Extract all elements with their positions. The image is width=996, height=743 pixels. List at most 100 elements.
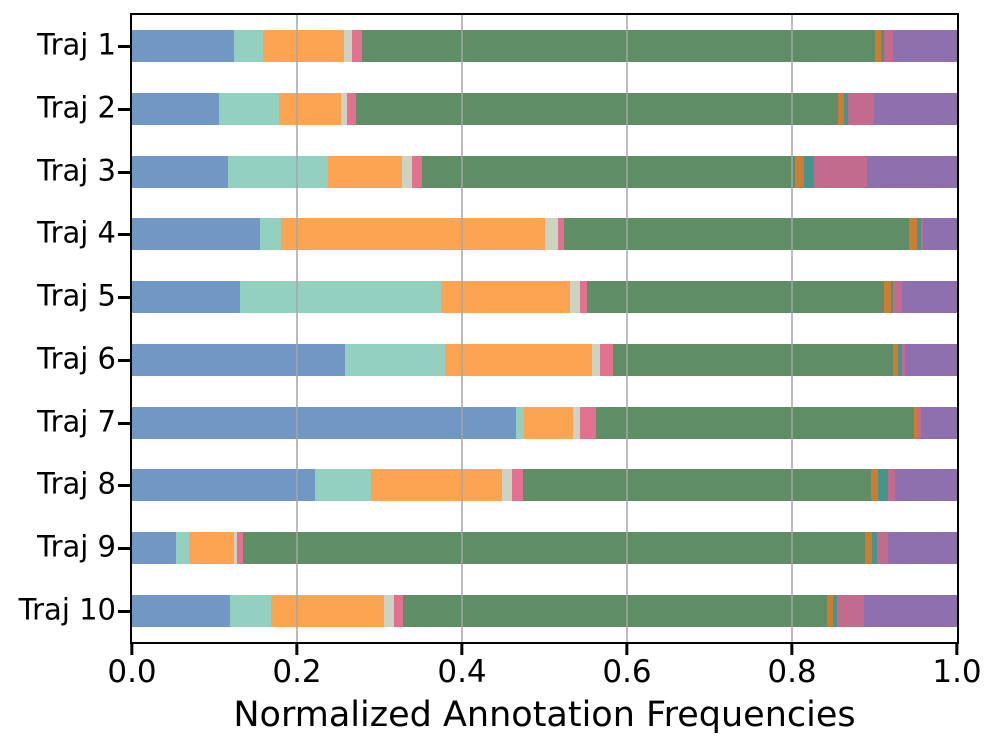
bar-segment-green-segment	[523, 469, 872, 502]
bar-segment-pink-segment	[347, 93, 356, 126]
bar-segment-dark-teal-segment	[890, 281, 893, 314]
bar-segment-blue-segment	[132, 93, 220, 126]
bar-rows-container: Traj 1 Traj 2 Traj 3 Traj 4 Traj 5 Traj …	[19, 15, 957, 642]
gridline-x-0.8	[791, 15, 793, 642]
bar-row: Traj 7	[37, 391, 957, 454]
gridline-x-0.4	[461, 15, 463, 642]
bar-segment-purple-segment	[895, 469, 957, 502]
bar-row: Traj 9	[37, 517, 957, 580]
x-tick-label: 0.6	[602, 654, 652, 690]
bar-row: Traj 1	[37, 15, 957, 78]
x-tick: 0.4	[437, 644, 487, 688]
x-tick-label: 0.2	[272, 654, 322, 690]
x-tick-mark	[625, 644, 629, 655]
bar-segment-rose-segment	[901, 343, 905, 376]
bar-segment-pink-segment	[579, 281, 588, 314]
bar-segment-dark-orange-segment	[892, 343, 898, 376]
bar-row: Traj 8	[37, 454, 957, 517]
x-tick: 1.0	[932, 644, 982, 688]
bar-segment-rose-segment	[917, 406, 921, 439]
bar-segment-pale-olive-segment	[502, 469, 513, 502]
bar-row: Traj 3	[37, 140, 957, 203]
bar-segment-purple-segment	[904, 343, 957, 376]
bar-segment-green-segment	[587, 281, 885, 314]
bar-segment-light-teal-segment	[515, 406, 524, 439]
y-category-label: Traj 8	[37, 466, 116, 501]
stacked-bar	[132, 155, 957, 188]
bar-segment-rose-segment	[848, 93, 874, 126]
bar-segment-green-segment	[596, 406, 915, 439]
x-tick: 0.0	[107, 644, 157, 690]
bar-segment-orange-segment	[263, 30, 345, 63]
bar-segment-dark-orange-segment	[864, 531, 872, 564]
bar-row: Traj 2	[37, 78, 957, 141]
bar-segment-rose-segment	[814, 155, 868, 188]
bar-segment-orange-segment	[278, 93, 341, 126]
bar-segment-pale-olive-segment	[344, 30, 353, 63]
bar-segment-orange-segment	[271, 594, 385, 627]
bar-segment-pink-segment	[393, 594, 403, 627]
bar-segment-pink-segment	[236, 531, 244, 564]
stacked-bar	[132, 30, 957, 63]
bar-segment-dark-teal-segment	[916, 406, 918, 439]
x-tick-mark	[295, 644, 299, 655]
x-tick: 0.2	[272, 644, 322, 690]
x-tick-label: 0.8	[767, 654, 817, 690]
y-category-label: Traj 5	[37, 278, 116, 313]
bar-segment-orange-segment	[188, 531, 235, 564]
x-axis-title: Normalized Annotation Frequencies	[233, 695, 856, 735]
bar-segment-light-teal-segment	[175, 531, 189, 564]
bar-segment-blue-segment	[132, 218, 260, 251]
bar-segment-dark-teal-segment	[843, 93, 849, 126]
bar-segment-purple-segment	[867, 155, 957, 188]
bar-segment-dark-orange-segment	[826, 594, 834, 627]
gridline-x-0.6	[626, 15, 628, 642]
bar-segment-blue-segment	[132, 30, 235, 63]
bar-segment-light-teal-segment	[344, 343, 445, 376]
y-category-label: Traj 6	[37, 341, 116, 376]
bar-segment-dark-teal-segment	[871, 531, 877, 564]
bar-segment-blue-segment	[132, 594, 231, 627]
y-tick-mark	[118, 546, 130, 550]
bar-segment-dark-teal-segment	[833, 594, 838, 627]
bar-segment-dark-orange-segment	[875, 30, 882, 63]
bar-segment-pink-segment	[557, 218, 565, 251]
bar-segment-dark-orange-segment	[884, 281, 891, 314]
bar-segment-blue-segment	[132, 281, 241, 314]
x-tick-mark	[130, 644, 134, 655]
bar-segment-dark-orange-segment	[909, 218, 917, 251]
bar-segment-green-segment	[402, 594, 827, 627]
bar-segment-light-teal-segment	[234, 30, 264, 63]
bar-segment-purple-segment	[920, 406, 957, 439]
bar-segment-dark-teal-segment	[803, 155, 815, 188]
x-tick: 0.8	[767, 644, 817, 690]
bar-segment-orange-segment	[523, 406, 573, 439]
bar-segment-dark-orange-segment	[795, 155, 804, 188]
y-tick-mark	[118, 108, 130, 112]
bar-segment-pale-olive-segment	[384, 594, 394, 627]
bar-segment-light-teal-segment	[227, 155, 328, 188]
x-tick-mark	[790, 644, 794, 655]
bar-segment-light-teal-segment	[240, 281, 441, 314]
y-category-label: Traj 4	[37, 215, 116, 250]
bar-segment-rose-segment	[883, 30, 893, 63]
y-category-label: Traj 3	[37, 153, 116, 188]
bar-segment-blue-segment	[132, 531, 176, 564]
bar-segment-green-segment	[564, 218, 910, 251]
bar-segment-dark-teal-segment	[877, 469, 888, 502]
bar-segment-green-segment	[362, 30, 876, 63]
bar-segment-orange-segment	[280, 218, 546, 251]
y-category-label: Traj 10	[18, 592, 116, 627]
bar-segment-blue-segment	[132, 155, 228, 188]
bar-segment-pale-olive-segment	[570, 281, 580, 314]
bar-segment-rose-segment	[876, 531, 888, 564]
x-tick-label: 0.0	[107, 654, 157, 690]
bar-segment-green-segment	[421, 155, 796, 188]
bar-segment-pink-segment	[512, 469, 524, 502]
bar-segment-pale-olive-segment	[592, 343, 600, 376]
y-category-label: Traj 2	[37, 90, 116, 125]
stacked-bar	[132, 281, 957, 314]
bar-segment-pale-olive-segment	[572, 406, 580, 439]
bar-segment-blue-segment	[132, 406, 516, 439]
